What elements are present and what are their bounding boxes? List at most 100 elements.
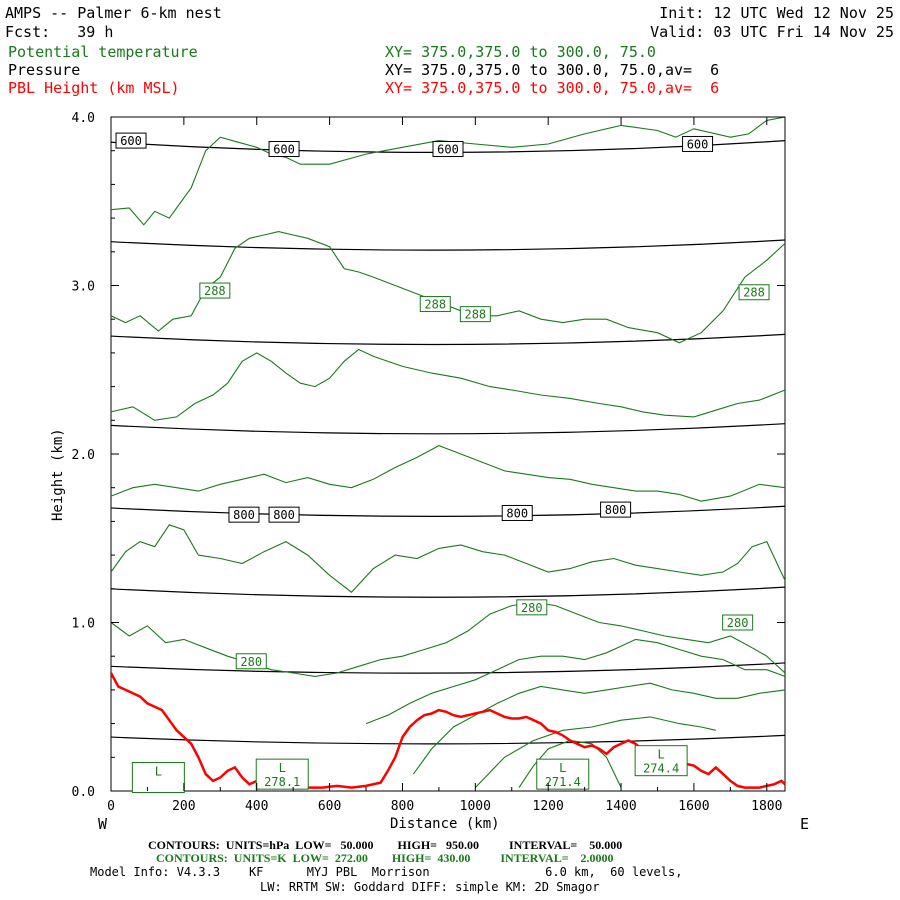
x-tick-label: 1400 xyxy=(605,799,636,814)
forecast-hour: Fcst: 39 h xyxy=(5,23,114,41)
theta-contour-label: 280 xyxy=(722,614,754,631)
east-label: E xyxy=(800,815,810,833)
svg-text:280: 280 xyxy=(521,601,543,615)
isentrope-line xyxy=(110,524,786,593)
theta-isentropes xyxy=(110,116,786,788)
footer-theta-contours: CONTOURS: UNITS=K LOW= 272.00 HIGH= 430.… xyxy=(156,851,614,865)
isentrope-line xyxy=(518,739,622,788)
field-pressure-xsec: XY= 375.0,375.0 to 300.0, 75.0,av= 6 xyxy=(385,61,720,79)
y-tick-label: 4.0 xyxy=(72,111,95,126)
isobar-line xyxy=(110,139,786,153)
isentrope-line xyxy=(110,231,786,344)
svg-text:600: 600 xyxy=(120,134,142,148)
pressure-contour-label: 600 xyxy=(432,141,464,158)
x-tick-label: 600 xyxy=(318,799,341,814)
pressure-contour-label: 600 xyxy=(268,141,300,158)
x-tick-label: 1800 xyxy=(751,799,782,814)
svg-text:800: 800 xyxy=(506,506,528,520)
isobar-line xyxy=(110,239,786,251)
footer-physics: LW: RRTM SW: Goddard DIFF: simple KM: 2D… xyxy=(260,880,600,894)
x-axis-title: Distance (km) xyxy=(390,816,500,832)
pressure-contour-label: 600 xyxy=(682,135,714,152)
pressure-contour-label: 800 xyxy=(600,501,632,518)
y-tick-label: 2.0 xyxy=(72,448,95,463)
isentrope-line xyxy=(110,444,786,502)
x-tick-label: 800 xyxy=(391,799,414,814)
svg-text:271.4: 271.4 xyxy=(545,775,581,789)
x-tick-label: 400 xyxy=(245,799,268,814)
svg-text:600: 600 xyxy=(437,143,459,157)
pressure-contour-label: 800 xyxy=(268,506,300,523)
x-tick-label: 0 xyxy=(107,799,115,814)
y-axis-title: Height (km) xyxy=(50,428,66,521)
theta-contour-label: 280 xyxy=(516,599,548,616)
contour-labels: 600 600 600 600 800 800 800 800 288 288 288 288 280 2… xyxy=(115,132,770,794)
pressure-contour-label: 600 xyxy=(115,132,147,149)
model-title: AMPS -- Palmer 6-km nest xyxy=(5,4,222,22)
y-tick-label: 0.0 xyxy=(72,785,95,800)
field-theta-xsec: XY= 375.0,375.0 to 300.0, 75.0 xyxy=(385,43,656,61)
plot-frame xyxy=(110,116,786,792)
svg-text:L: L xyxy=(279,761,286,775)
field-pbl-xsec: XY= 375.0,375.0 to 300.0, 75.0,av= 6 xyxy=(385,79,720,97)
west-label: W xyxy=(98,815,108,833)
svg-text:800: 800 xyxy=(233,508,255,522)
pressure-contour-label: 800 xyxy=(228,506,260,523)
isentrope-line xyxy=(474,716,716,788)
pressure-contour-label: 800 xyxy=(501,504,533,521)
svg-text:L: L xyxy=(155,765,162,779)
init-time: Init: 12 UTC Wed 12 Nov 25 xyxy=(659,4,894,22)
svg-text:800: 800 xyxy=(605,503,627,517)
field-theta-name: Potential temperature xyxy=(8,43,198,61)
isobar-line xyxy=(110,505,786,517)
svg-text:600: 600 xyxy=(273,143,295,157)
isentrope-line xyxy=(110,348,786,421)
theta-contour-label: 288 xyxy=(419,296,451,313)
svg-text:278.1: 278.1 xyxy=(264,775,300,789)
pressure-isobars xyxy=(110,139,786,745)
svg-text:288: 288 xyxy=(204,284,226,298)
isentrope-line xyxy=(110,116,786,226)
y-tick-label: 1.0 xyxy=(72,617,95,632)
svg-text:288: 288 xyxy=(464,308,486,322)
isentrope-line xyxy=(365,638,786,725)
valid-time: Valid: 03 UTC Fri 14 Nov 25 xyxy=(650,23,894,41)
svg-text:600: 600 xyxy=(687,137,709,151)
svg-text:280: 280 xyxy=(240,655,262,669)
svg-text:L: L xyxy=(658,748,665,762)
isobar-line xyxy=(110,586,786,598)
isobar-line xyxy=(110,734,786,745)
svg-text:274.4: 274.4 xyxy=(643,762,679,776)
footer-model-info: Model Info: V4.3.3 KF MYJ PBL Morrison 6… xyxy=(90,865,683,879)
isobar-line xyxy=(110,662,786,674)
y-tick-label: 3.0 xyxy=(72,280,95,295)
theta-contour-label: 288 xyxy=(199,282,231,299)
x-tick-label: 1600 xyxy=(678,799,709,814)
isobar-line xyxy=(110,423,786,435)
svg-text:280: 280 xyxy=(727,616,749,630)
isentrope-line xyxy=(412,682,786,775)
x-tick-label: 200 xyxy=(172,799,195,814)
theta-contour-label: 288 xyxy=(738,284,770,301)
pbl-height-series xyxy=(109,672,786,789)
theta-low-label: L xyxy=(131,762,185,794)
theta-contour-label: 288 xyxy=(459,306,491,323)
x-tick-label: 1000 xyxy=(460,799,491,814)
isobar-line xyxy=(110,333,786,346)
pbl-height-line xyxy=(109,672,786,789)
axes: 0 200 400 600 800 1000 1200 1400 1600 1800 0.0 1.0 2… xyxy=(72,111,785,814)
isentrope-line xyxy=(110,601,786,677)
svg-text:288: 288 xyxy=(424,298,446,312)
theta-contour-label: 280 xyxy=(235,653,267,670)
svg-text:L: L xyxy=(559,761,566,775)
svg-text:288: 288 xyxy=(743,286,765,300)
svg-text:800: 800 xyxy=(273,508,295,522)
field-pressure-name: Pressure xyxy=(8,61,81,79)
field-pbl-name: PBL Height (km MSL) xyxy=(8,79,180,97)
footer-pressure-contours: CONTOURS: UNITS=hPa LOW= 50.000 HIGH= 95… xyxy=(148,838,623,852)
x-tick-label: 1200 xyxy=(533,799,564,814)
